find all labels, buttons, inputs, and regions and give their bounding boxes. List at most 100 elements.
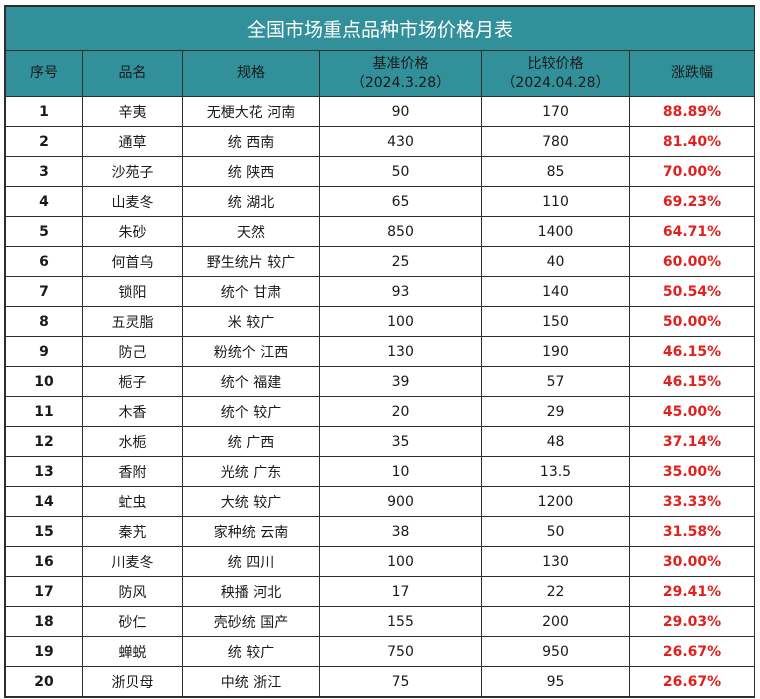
cell-compare-price: 50: [481, 516, 630, 547]
cell-compare-price: 950: [481, 636, 630, 667]
cell-index: 4: [5, 186, 83, 217]
cell-compare-price: 13.5: [481, 456, 630, 487]
cell-name: 栀子: [82, 366, 183, 397]
cell-base-price: 155: [319, 606, 482, 637]
cell-base-price: 50: [319, 156, 482, 187]
cell-spec: 家种统 云南: [182, 516, 320, 547]
cell-change: 81.40%: [628, 126, 756, 157]
cell-spec: 秧播 河北: [182, 576, 320, 607]
header-row: 序号 品名 规格 基准价格 （2024.3.28） 比较价格 （2024.04.…: [5, 50, 756, 97]
header-compare-price: 比较价格 （2024.04.28）: [481, 50, 630, 97]
cell-name: 木香: [82, 396, 183, 427]
cell-index: 3: [5, 156, 83, 187]
cell-name: 沙苑子: [82, 156, 183, 187]
cell-compare-price: 95: [481, 666, 630, 697]
cell-change: 37.14%: [628, 426, 756, 457]
cell-compare-price: 110: [481, 186, 630, 217]
price-table-sheet: 全国市场重点品种市场价格月表 序号 品名 规格 基准价格 （2024.3.28）…: [4, 5, 756, 698]
cell-name: 川麦冬: [82, 546, 183, 577]
cell-index: 13: [5, 456, 83, 487]
cell-base-price: 900: [319, 486, 482, 517]
table-row: 4 山麦冬统 湖北 65 110 69.23%: [5, 186, 756, 217]
table-row: 10 栀子 统个 福建 39 57 46.15%: [5, 366, 756, 397]
cell-compare-price: 140: [481, 276, 630, 307]
cell-spec: 统个 福建: [182, 366, 320, 397]
cell-name: 虻虫: [82, 486, 183, 517]
table-row: 14 虻虫 大统 较广 900 1200 33.33%: [5, 486, 756, 517]
cell-index: 7: [5, 276, 83, 307]
header-compare-price-label: 比较价格: [527, 55, 584, 72]
cell-index: 15: [5, 516, 83, 547]
cell-spec: 米 较广: [182, 306, 320, 337]
cell-compare-price: 200: [481, 606, 630, 637]
cell-index: 11: [5, 396, 83, 427]
cell-base-price: 75: [319, 666, 482, 697]
cell-index: 17: [5, 576, 83, 607]
cell-spec: 野生统片 较广: [182, 246, 320, 277]
cell-spec: 统 广西: [182, 426, 320, 457]
header-spec: 规格: [182, 50, 320, 97]
cell-base-price: 35: [319, 426, 482, 457]
table-row: 15 秦艽 家种统 云南 38 50 31.58%: [5, 516, 756, 547]
cell-compare-price: 170: [481, 96, 630, 127]
cell-index: 16: [5, 546, 83, 577]
cell-change: 33.33%: [628, 486, 756, 517]
table-row: 9 防己 粉统个 江西 130 190 46.15%: [5, 336, 756, 367]
header-base-date: （2024.3.28）: [350, 74, 451, 91]
cell-name: 浙贝母: [82, 666, 183, 697]
cell-name: 辛夷: [82, 96, 183, 127]
price-table: 全国市场重点品种市场价格月表 序号 品名 规格 基准价格 （2024.3.28）…: [4, 6, 756, 697]
cell-index: 2: [5, 126, 83, 157]
table-row: 17 防风 秧播 河北 17 22 29.41%: [5, 576, 756, 607]
cell-compare-price: 57: [481, 366, 630, 397]
cell-name: 锁阳: [82, 276, 183, 307]
cell-spec: 统个 较广: [182, 396, 320, 427]
header-change: 涨跌幅: [628, 50, 756, 97]
cell-compare-price: 22: [481, 576, 630, 607]
cell-spec: 光统 广东: [182, 456, 320, 487]
cell-compare-price: 1400: [481, 216, 630, 247]
cell-change: 70.00%: [628, 156, 756, 187]
cell-change: 64.71%: [628, 216, 756, 247]
cell-base-price: 100: [319, 546, 482, 577]
cell-index: 9: [5, 336, 83, 367]
cell-compare-price: 85: [481, 156, 630, 187]
cell-change: 45.00%: [628, 396, 756, 427]
table-row: 3 沙苑子统 陕西 50 85 70.00%: [5, 156, 756, 187]
table-row: 6 何首乌 野生统片 较广 25 40 60.00%: [5, 246, 756, 277]
cell-spec: 天然: [182, 216, 320, 247]
cell-name: 蝉蜕: [82, 636, 183, 667]
cell-index: 14: [5, 486, 83, 517]
cell-index: 20: [5, 666, 83, 697]
cell-base-price: 750: [319, 636, 482, 667]
table-row: 20 浙贝母 中统 浙江 75 95 26.67%: [5, 666, 756, 697]
cell-index: 10: [5, 366, 83, 397]
table-row: 16 川麦冬统 四川 100 130 30.00%: [5, 546, 756, 577]
cell-compare-price: 150: [481, 306, 630, 337]
cell-compare-price: 1200: [481, 486, 630, 517]
cell-base-price: 430: [319, 126, 482, 157]
cell-base-price: 65: [319, 186, 482, 217]
table-row: 1 辛夷 无梗大花 河南 90 170 88.89%: [5, 96, 756, 127]
header-compare-date: （2024.04.28）: [501, 74, 610, 91]
cell-spec: 统 四川: [182, 546, 320, 577]
cell-spec: 统 陕西: [182, 156, 320, 187]
cell-name: 防己: [82, 336, 183, 367]
cell-base-price: 20: [319, 396, 482, 427]
table-body: 1 辛夷 无梗大花 河南 90 170 88.89% 2 通草统 西南 430 780 81.40%…: [5, 96, 756, 697]
cell-compare-price: 40: [481, 246, 630, 277]
cell-spec: 粉统个 江西: [182, 336, 320, 367]
cell-change: 46.15%: [628, 366, 756, 397]
title-row: 全国市场重点品种市场价格月表: [4, 6, 756, 51]
table-title: 全国市场重点品种市场价格月表: [4, 6, 756, 51]
cell-change: 26.67%: [628, 666, 756, 697]
cell-base-price: 10: [319, 456, 482, 487]
cell-index: 18: [5, 606, 83, 637]
cell-base-price: 130: [319, 336, 482, 367]
cell-name: 防风: [82, 576, 183, 607]
header-base-price-label: 基准价格: [372, 55, 429, 72]
table-row: 7 锁阳 统个 甘肃 93 140 50.54%: [5, 276, 756, 307]
table-row: 11 木香 统个 较广 20 29 45.00%: [5, 396, 756, 427]
cell-base-price: 93: [319, 276, 482, 307]
cell-change: 46.15%: [628, 336, 756, 367]
